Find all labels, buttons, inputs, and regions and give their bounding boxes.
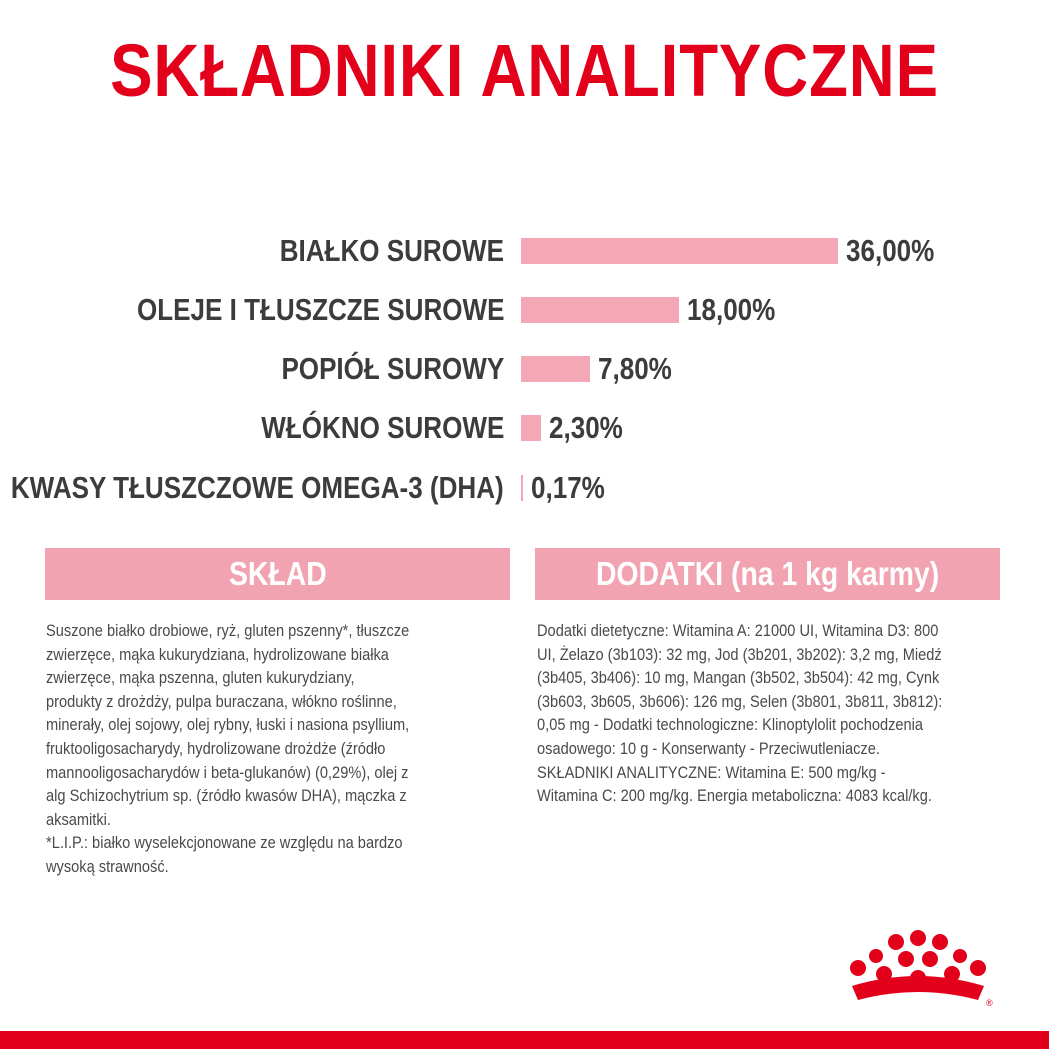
text-line: wysoką strawność.	[46, 856, 169, 876]
bar	[521, 356, 590, 382]
category-label: OLEJE I TŁUSZCZE SUROWE	[136, 292, 504, 327]
chart-row: WŁÓKNO SUROWE 2,30%	[0, 408, 1049, 448]
chart-row: BIAŁKO SUROWE 36,00%	[0, 231, 1049, 271]
text-line: (3b405, 3b406): 10 mg, Mangan (3b502, 3b…	[537, 668, 940, 688]
text-line: mannooligosacharydów i beta-glukanów) (0…	[46, 762, 409, 782]
text-line: produkty z drożdży, pulpa buraczana, włó…	[46, 691, 397, 711]
text-line: 0,05 mg - Dodatki technologiczne: Klinop…	[537, 715, 924, 735]
category-label: WŁÓKNO SUROWE	[260, 410, 504, 445]
value-label: 7,80%	[597, 351, 672, 386]
bar	[521, 475, 523, 501]
value-label: 36,00%	[845, 233, 935, 268]
chart-row: KWASY TŁUSZCZOWE OMEGA-3 (DHA) 0,17%	[0, 468, 1049, 508]
text-line: Dodatki dietetyczne: Witamina A: 21000 U…	[537, 621, 939, 640]
text-line: (3b603, 3b605, 3b606): 126 mg, Selen (3b…	[537, 691, 943, 711]
value-label: 2,30%	[549, 410, 624, 445]
sklad-header-text: SKŁAD	[228, 555, 327, 592]
text-line: zwierzęce, mąka kukurydziana, hydrolizow…	[46, 644, 389, 664]
value-label: 0,17%	[531, 470, 605, 505]
text-line: Witamina C: 200 mg/kg. Energia metabolic…	[537, 786, 932, 806]
sklad-text: Suszone białko drobiowe, ryż, gluten psz…	[46, 619, 468, 879]
sklad-header: SKŁAD	[45, 548, 510, 600]
registered-mark: ®	[986, 998, 993, 1008]
category-label: KWASY TŁUSZCZOWE OMEGA-3 (DHA)	[11, 470, 504, 505]
text-line: SKŁADNIKI ANALITYCZNE: Witamina E: 500 m…	[537, 762, 886, 782]
text-line: UI, Żelazo (3b103): 32 mg, Jod (3b201, 3…	[537, 644, 942, 664]
text-line: osadowego: 10 g - Konserwanty - Przeciwu…	[537, 738, 880, 758]
dodatki-text: Dodatki dietetyczne: Witamina A: 21000 U…	[537, 619, 1008, 808]
bar	[521, 238, 838, 264]
category-label: POPIÓŁ SUROWY	[281, 351, 504, 386]
text-line: fruktooligosacharydy, hydrolizowane droż…	[46, 738, 386, 758]
bar	[521, 415, 542, 441]
crown-logo-icon: ®	[838, 928, 998, 1013]
text-line: *L.I.P.: białko wyselekcjonowane ze wzgl…	[46, 833, 403, 853]
value-label: 18,00%	[687, 292, 776, 327]
page-title: SKŁADNIKI ANALITYCZNE	[110, 29, 939, 112]
dodatki-header-text: DODATKI (na 1 kg karmy)	[595, 555, 940, 592]
text-line: alg Schizochytrium sp. (źródło kwasów DH…	[46, 786, 407, 806]
text-line: Suszone białko drobiowe, ryż, gluten psz…	[46, 621, 410, 640]
bar	[521, 297, 680, 323]
chart-row: POPIÓŁ SUROWY 7,80%	[0, 349, 1049, 389]
text-line: zwierzęce, mąka pszenna, gluten kukurydz…	[46, 668, 355, 688]
text-line: aksamitki.	[46, 809, 111, 829]
bottom-red-stripe	[0, 1031, 1049, 1049]
chart-row: OLEJE I TŁUSZCZE SUROWE 18,00%	[0, 290, 1049, 330]
dodatki-header: DODATKI (na 1 kg karmy)	[535, 548, 1000, 600]
category-label: BIAŁKO SUROWE	[279, 233, 504, 268]
text-line: minerały, olej sojowy, olej rybny, łuski…	[46, 715, 410, 735]
